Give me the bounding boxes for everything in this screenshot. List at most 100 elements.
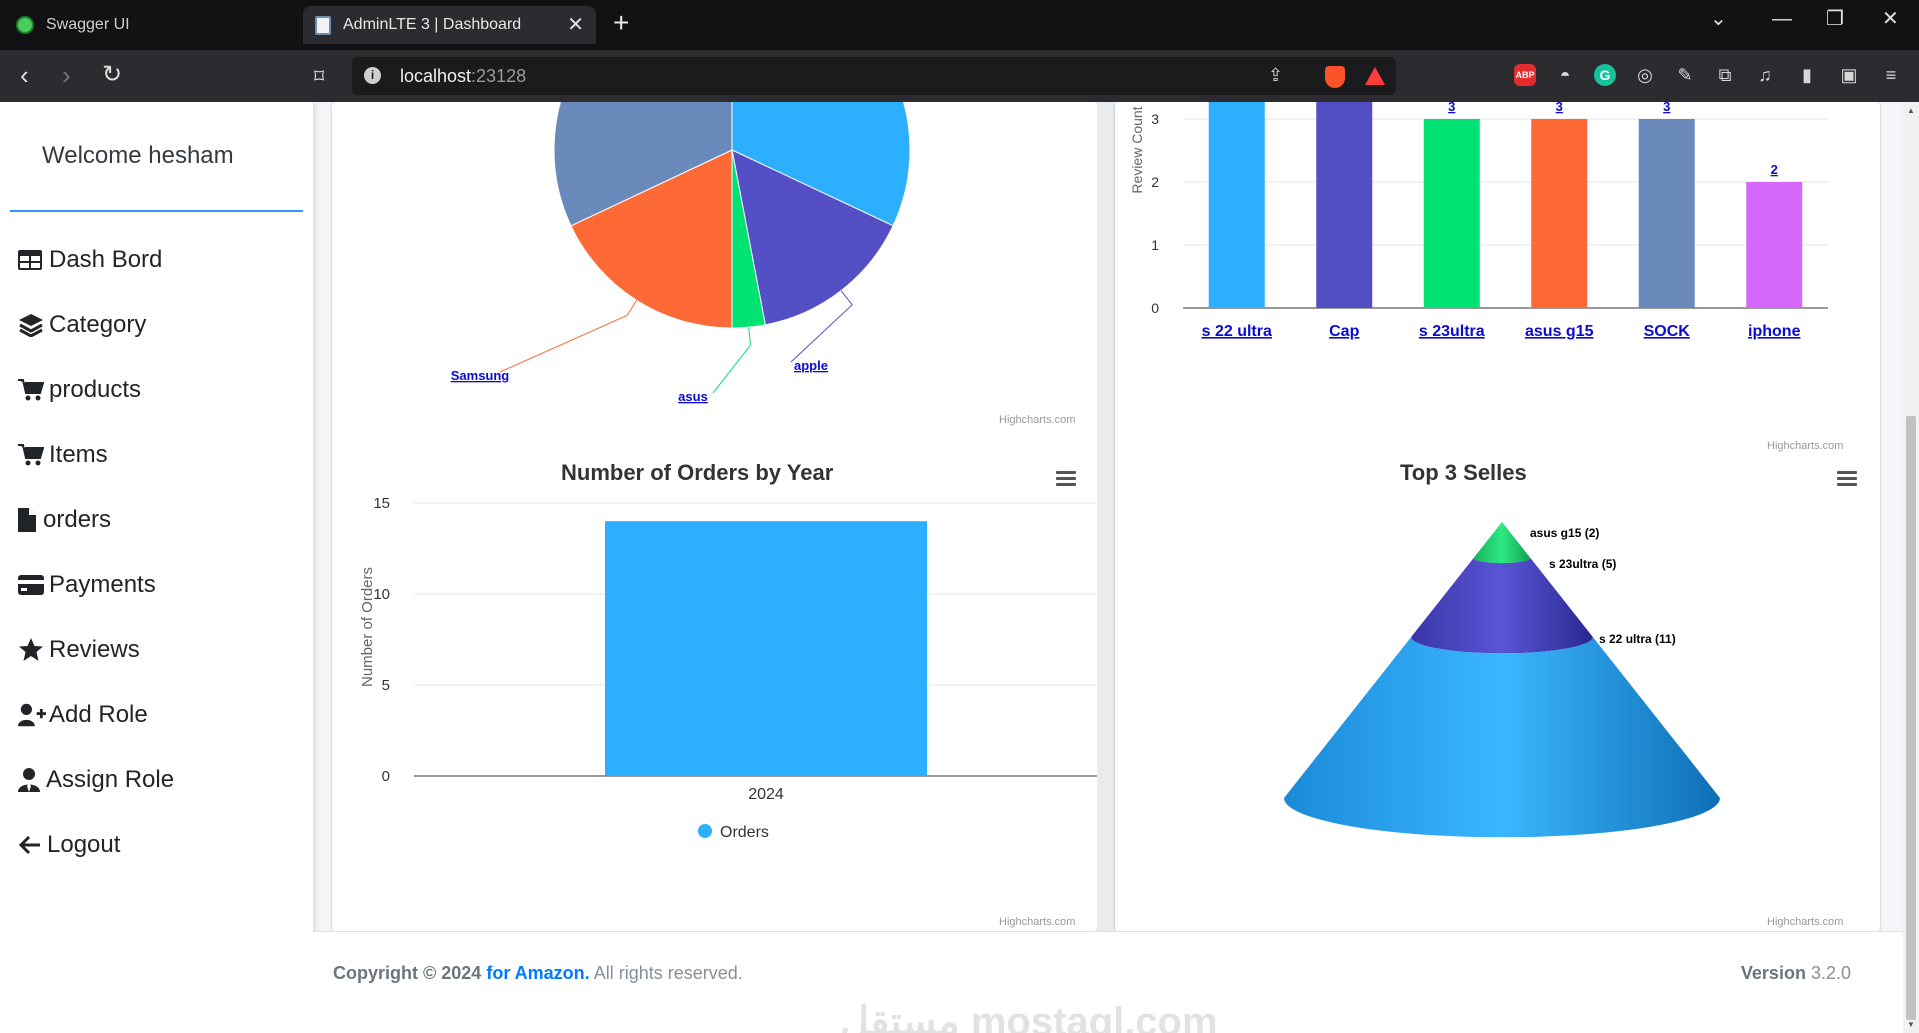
pyramid-data-label: s 23ultra (5) — [1549, 557, 1616, 571]
legend-item[interactable]: Orders — [720, 824, 769, 841]
y-tick-label: 2 — [1151, 174, 1159, 190]
x-tick-label[interactable]: SOCK — [1644, 323, 1691, 340]
music-icon[interactable]: ♫ — [1758, 65, 1772, 85]
puzzle-icon[interactable]: ⧉ — [1718, 65, 1732, 85]
bar-data-label[interactable]: 3 — [1663, 102, 1670, 114]
cart-icon — [18, 443, 46, 467]
file-icon — [18, 508, 40, 532]
sidebar-item-label: Category — [49, 311, 147, 338]
bookmark-icon[interactable]: ⌑ — [314, 66, 325, 88]
pie-slice[interactable] — [731, 102, 911, 227]
pie-data-label[interactable]: asus — [678, 389, 708, 404]
scroll-up-icon[interactable]: ▲ — [1907, 106, 1915, 115]
page: Welcome hesham Dash Bord Category produc… — [0, 102, 1919, 1033]
legend-symbol[interactable] — [698, 824, 712, 838]
info-icon[interactable]: i — [364, 67, 381, 84]
share-icon[interactable]: ⇪ — [1268, 65, 1284, 85]
bar[interactable] — [1423, 119, 1480, 308]
minimize-button[interactable]: — — [1772, 8, 1792, 30]
tab-title: AdminLTE 3 | Dashboard — [343, 16, 522, 33]
pyramid-segment[interactable] — [1411, 558, 1593, 654]
arrow-left-icon — [18, 835, 44, 855]
footer-brand-link[interactable]: for Amazon. — [486, 963, 590, 983]
brave-shields-icon[interactable] — [1325, 66, 1345, 88]
chart-menu-icon[interactable] — [1837, 471, 1859, 489]
swagger-icon — [16, 16, 34, 34]
x-tick-label[interactable]: s 22 ultra — [1202, 323, 1272, 340]
column-gutter — [1097, 102, 1115, 931]
x-tick-label[interactable]: iphone — [1748, 323, 1801, 340]
new-tab-button[interactable]: + — [613, 7, 630, 38]
x-tick-label[interactable]: Cap — [1329, 323, 1359, 340]
back-button[interactable]: ‹ — [20, 60, 29, 90]
y-tick-label: 0 — [1151, 300, 1159, 316]
bar[interactable] — [1746, 182, 1803, 308]
tab-swagger[interactable]: Swagger UI — [0, 6, 300, 44]
bar[interactable] — [605, 521, 927, 776]
right-card: 0 1 2 3 Review Count s 22 ultra Cap 3 s 23ultra 3… — [1115, 102, 1880, 931]
vpn-icon[interactable]: ◎ — [1637, 65, 1653, 85]
sidebar-item-category[interactable]: Category — [18, 305, 146, 345]
y-axis-title: Number of Orders — [359, 567, 376, 687]
forward-button[interactable]: › — [62, 60, 71, 90]
pie-slice[interactable] — [553, 102, 733, 227]
x-tick-label[interactable]: s 23ultra — [1419, 323, 1485, 340]
bar[interactable] — [1316, 102, 1373, 308]
pie-connector — [499, 300, 638, 373]
pyramid-data-label: s 22 ultra (11) — [1599, 632, 1676, 646]
layers-icon — [18, 313, 46, 337]
address-bar[interactable]: i localhost:23128 ⇪ — [352, 57, 1396, 95]
sidebar-item-items[interactable]: Items — [18, 435, 108, 475]
sidebar-item-add-role[interactable]: Add Role — [18, 695, 148, 735]
bar-data-label[interactable]: 2 — [1771, 162, 1778, 177]
wallet-icon[interactable]: ▣ — [1840, 65, 1858, 85]
sidebar-item-orders[interactable]: orders — [18, 500, 111, 540]
bar[interactable] — [1531, 119, 1588, 308]
reload-button[interactable]: ↻ — [102, 61, 123, 88]
pie-slice[interactable] — [570, 149, 733, 329]
abp-icon[interactable]: ABP — [1514, 64, 1536, 86]
pyramid-data-label: asus g15 (2) — [1530, 526, 1599, 540]
welcome-text: Welcome hesham — [42, 142, 234, 169]
highcharts-credit[interactable]: Highcharts.com — [1767, 916, 1844, 928]
sidebar-item-reviews[interactable]: Reviews — [18, 630, 140, 670]
pie-slice[interactable] — [731, 149, 894, 326]
pie-data-label[interactable]: Samsung — [451, 368, 510, 383]
tab-dashboard[interactable]: AdminLTE 3 | Dashboard ✕ — [303, 6, 596, 44]
highcharts-credit[interactable]: Highcharts.com — [999, 916, 1076, 928]
sidebar-item-payments[interactable]: Payments — [18, 565, 156, 605]
weather-icon[interactable]: ◓ — [1559, 65, 1571, 85]
brave-rewards-icon[interactable] — [1365, 67, 1385, 85]
sidebar-item-logout[interactable]: Logout — [18, 825, 120, 865]
close-icon[interactable]: ✕ — [567, 14, 584, 36]
scroll-down-icon[interactable]: ▼ — [1907, 1020, 1915, 1029]
window-close-button[interactable]: ✕ — [1882, 8, 1899, 30]
page-scrollbar[interactable]: ▲ ▼ — [1903, 102, 1919, 1033]
sidebar-item-dashboard[interactable]: Dash Bord — [18, 240, 162, 280]
highcharts-credit[interactable]: Highcharts.com — [1767, 440, 1844, 452]
bar[interactable] — [1638, 119, 1695, 308]
sidebar-divider — [10, 210, 303, 212]
scroll-thumb[interactable] — [1906, 416, 1916, 1020]
eyedropper-icon[interactable]: ✎ — [1677, 65, 1693, 85]
restore-button[interactable]: ❐ — [1826, 8, 1844, 30]
menu-icon[interactable]: ≡ — [1885, 65, 1897, 85]
bar[interactable] — [1208, 102, 1265, 308]
sidebar-icon[interactable]: ▮ — [1802, 65, 1812, 85]
footer: Copyright © 2024 for Amazon. All rights … — [313, 931, 1903, 1033]
pyramid-segment[interactable] — [1473, 522, 1531, 564]
bar-data-label[interactable]: 3 — [1448, 102, 1455, 114]
highcharts-credit[interactable]: Highcharts.com — [999, 414, 1076, 426]
bar-data-label[interactable]: 3 — [1556, 102, 1563, 114]
chart-menu-icon[interactable] — [1056, 471, 1078, 489]
pyramid-segment[interactable] — [1284, 637, 1720, 838]
tab-search-icon[interactable]: ⌄ — [1710, 8, 1727, 30]
y-tick-label: 5 — [382, 677, 390, 694]
url-text[interactable]: localhost:23128 — [400, 66, 527, 86]
sidebar-item-products[interactable]: products — [18, 370, 141, 410]
sidebar-item-assign-role[interactable]: Assign Role — [18, 760, 174, 800]
pie-data-label[interactable]: apple — [794, 358, 828, 373]
cart-icon — [18, 378, 46, 402]
grammarly-icon[interactable]: G — [1594, 64, 1616, 86]
x-tick-label[interactable]: asus g15 — [1525, 323, 1594, 340]
